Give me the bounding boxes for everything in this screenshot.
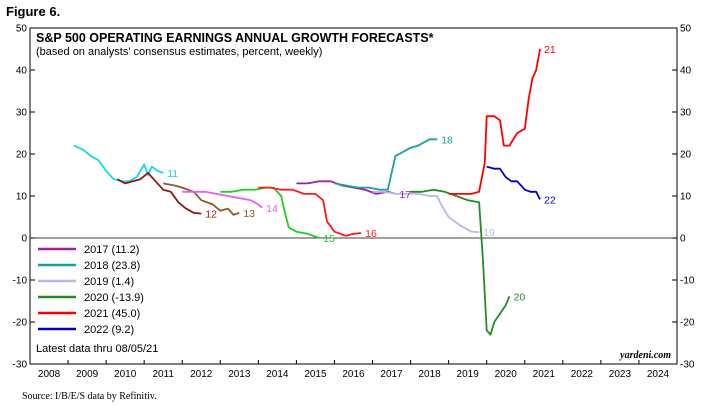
x-tick-label: 2023 (609, 369, 632, 380)
y-tick-label-right: 40 (680, 66, 692, 77)
series-line-16 (258, 186, 362, 237)
series-line-20 (410, 188, 511, 336)
series-end-label-13: 13 (243, 208, 255, 220)
chart-subtitle: (based on analysts' consensus estimates,… (36, 46, 322, 58)
y-tick-label-left: 50 (16, 24, 28, 35)
series-end-label-20: 20 (514, 291, 526, 303)
source-note: Source: I/B/E/S data by Refinitiv. (22, 391, 157, 402)
x-tick-label: 2010 (114, 369, 137, 380)
y-tick-label-left: 40 (16, 66, 28, 77)
legend-label: 2021 (45.0) (84, 308, 140, 320)
figure-label: Figure 6. (6, 4, 60, 19)
y-tick-label-right: -20 (680, 318, 695, 329)
y-tick-label-left: -20 (13, 318, 28, 329)
series-lines (73, 48, 541, 336)
series-line-22 (486, 165, 541, 200)
x-tick-label: 2022 (571, 369, 594, 380)
series-line-15 (220, 186, 320, 239)
series-end-label-18: 18 (441, 134, 453, 146)
x-tick-label: 2024 (647, 369, 670, 380)
y-axis-left: -30 -20 -10 0 10 20 30 40 50 (13, 24, 35, 371)
series-end-label-16: 16 (365, 228, 377, 240)
series-line-12 (117, 171, 202, 215)
series-end-label-21: 21 (544, 44, 556, 56)
legend: 2017 (11.2) 2018 (23.8) 2019 (1.4) 2020 (-1… (38, 244, 144, 336)
series-line-18 (334, 138, 438, 191)
y-tick-label-right: -10 (680, 276, 695, 287)
series-end-label-19: 19 (483, 227, 495, 239)
chart-title: S&P 500 OPERATING EARNINGS ANNUAL GROWTH… (36, 31, 434, 45)
x-tick-label: 2019 (457, 369, 480, 380)
x-tick-label: 2012 (190, 369, 213, 380)
x-tick-label: 2020 (495, 369, 518, 380)
y-tick-label-left: 10 (16, 192, 28, 203)
series-end-label-14: 14 (266, 203, 278, 215)
y-tick-label-left: -10 (13, 276, 28, 287)
x-tick-label: 2013 (228, 369, 251, 380)
x-tick-label: 2018 (418, 369, 441, 380)
series-end-labels: 11 12 13 14 15 16 17 18 19 20 21 22 (167, 44, 556, 303)
x-axis: 2008 2009 2010 2011 2012 2013 2014 2015 2016 2017… (29, 360, 678, 380)
series-line-13 (163, 182, 240, 216)
series-end-label-15: 15 (323, 233, 335, 245)
y-tick-label-left: 0 (21, 234, 27, 245)
y-tick-label-right: 50 (680, 24, 692, 35)
x-tick-label: 2017 (380, 369, 403, 380)
legend-label: 2022 (9.2) (84, 324, 134, 336)
series-end-label-22: 22 (544, 194, 556, 206)
series-line-11 (73, 144, 164, 183)
series-line-21 (448, 48, 541, 195)
legend-label: 2018 (23.8) (84, 260, 140, 272)
x-tick-label: 2014 (266, 369, 289, 380)
x-tick-label: 2021 (533, 369, 556, 380)
legend-label: 2019 (1.4) (84, 276, 134, 288)
y-tick-label-right: 30 (680, 108, 692, 119)
y-tick-label-right: 20 (680, 150, 692, 161)
series-end-label-12: 12 (205, 209, 217, 221)
y-tick-label-right: -30 (680, 360, 695, 371)
data-note: Latest data thru 08/05/21 (36, 343, 158, 355)
series-end-label-11: 11 (167, 168, 178, 180)
x-tick-label: 2015 (304, 369, 327, 380)
y-tick-label-right: 10 (680, 192, 692, 203)
y-axis-right: -30 -20 -10 0 10 20 30 40 50 (672, 24, 695, 371)
y-tick-label-left: -30 (13, 360, 28, 371)
legend-label: 2017 (11.2) (84, 244, 139, 256)
series-line-19 (372, 190, 480, 233)
y-tick-label-left: 30 (16, 108, 28, 119)
x-tick-label: 2008 (38, 369, 61, 380)
y-tick-label-left: 20 (16, 150, 28, 161)
legend-label: 2020 (-13.9) (84, 292, 144, 304)
y-tick-label-right: 0 (680, 234, 686, 245)
x-tick-label: 2016 (342, 369, 365, 380)
x-tick-label: 2009 (76, 369, 99, 380)
brand-label: yardeni.com (619, 350, 671, 361)
series-end-label-17: 17 (399, 189, 411, 201)
x-tick-label: 2011 (152, 369, 174, 380)
series-line-14 (182, 190, 263, 209)
